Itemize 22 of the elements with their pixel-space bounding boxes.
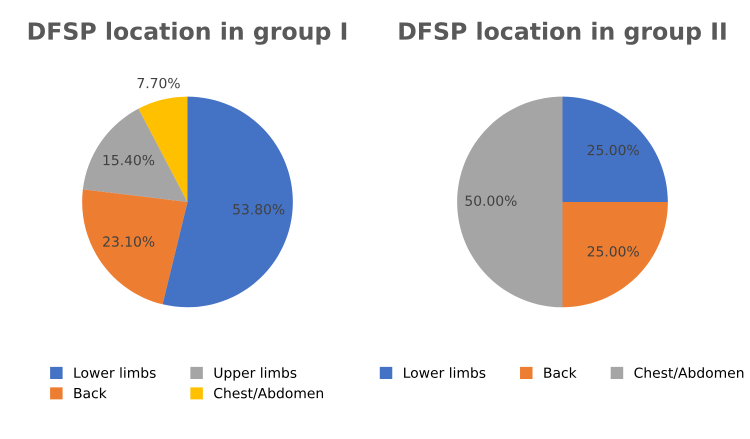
pie-slice xyxy=(457,96,562,308)
legend-label: Chest/Abdomen xyxy=(634,367,744,380)
data-label: 23.10% xyxy=(103,236,154,247)
data-label: 15.40% xyxy=(104,154,154,166)
chart-title: DFSP location in group I xyxy=(28,22,346,45)
pie-slice xyxy=(562,202,668,308)
legend-label: Upper limbs xyxy=(214,367,296,381)
legend-label: Lower limbs xyxy=(404,367,486,378)
legend-label: Lower limbs xyxy=(74,367,156,378)
chart-title: DFSP location in group II xyxy=(399,22,726,45)
legend-label: Back xyxy=(74,388,107,398)
data-label: 50.00% xyxy=(465,195,517,206)
pie-slice xyxy=(82,108,188,202)
pie-slice xyxy=(562,96,668,202)
data-label: 25.00% xyxy=(588,144,639,156)
pie-slice xyxy=(82,189,188,304)
data-label: 7.70% xyxy=(138,78,180,88)
legend-label: Back xyxy=(544,367,577,378)
data-label: 53.80% xyxy=(233,204,284,215)
data-label: 25.00% xyxy=(588,246,639,257)
legend-label: Chest/Abdomen xyxy=(214,388,324,400)
pie-slice xyxy=(162,96,293,308)
